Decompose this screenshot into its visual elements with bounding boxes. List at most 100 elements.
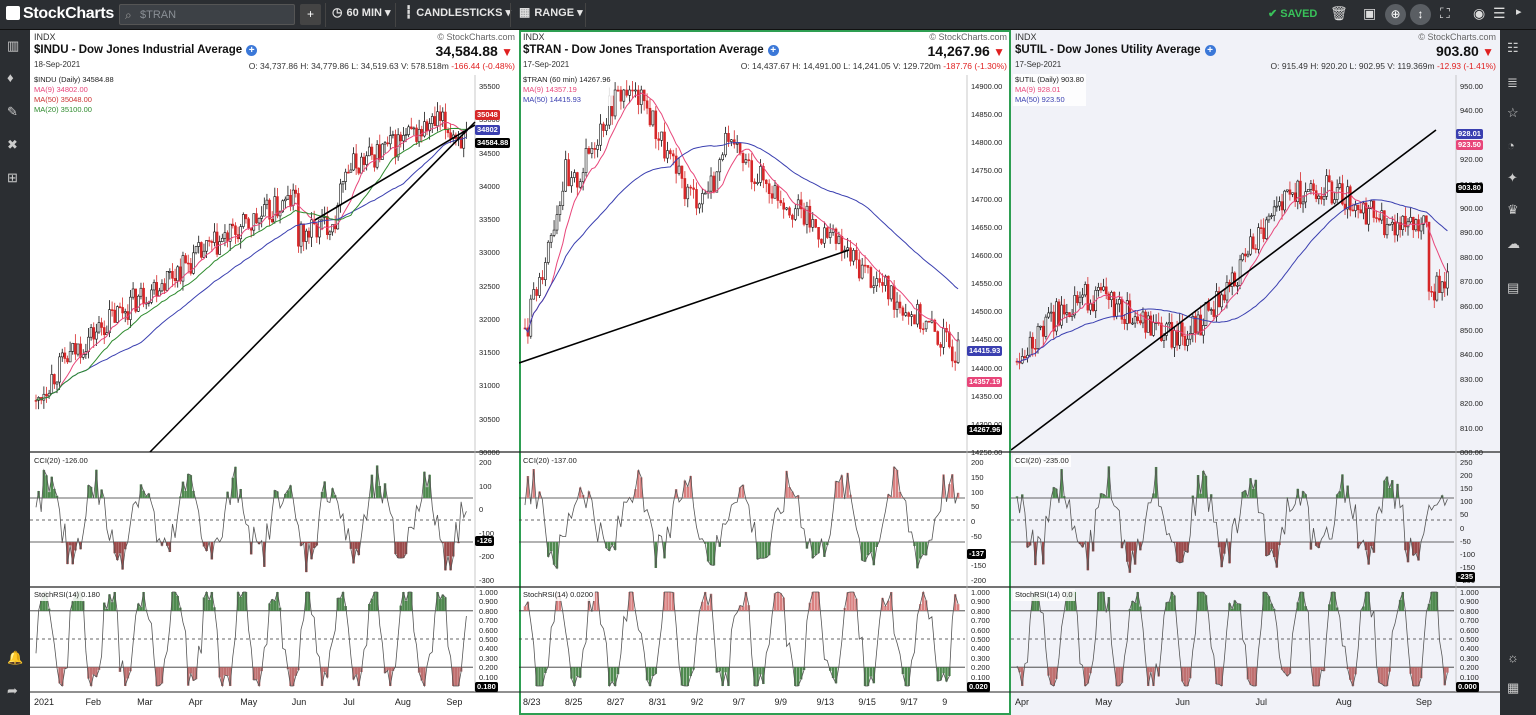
rsi-tick-label: 0.600 xyxy=(971,625,990,635)
candle xyxy=(1262,218,1265,243)
candle xyxy=(532,282,536,300)
candle xyxy=(34,394,38,410)
x-tick-label: Jul xyxy=(343,697,355,707)
candle xyxy=(236,226,240,243)
symbol-search-input[interactable]: ⌕ $TRAN xyxy=(119,4,295,25)
chart-tran[interactable]: INDX © StockCharts.com $TRAN - Dow Jones T… xyxy=(519,30,1011,715)
trendline[interactable] xyxy=(1011,129,1437,451)
trendline[interactable] xyxy=(314,124,476,221)
menu-icon[interactable]: ☰ xyxy=(1493,5,1506,21)
doc-icon[interactable]: ▤ xyxy=(1507,280,1520,295)
list-icon[interactable]: ≣ xyxy=(1507,75,1518,90)
candle xyxy=(1023,349,1027,361)
bulb-icon[interactable]: ☼ xyxy=(1507,650,1519,665)
candle xyxy=(45,386,48,403)
stochrsi-line xyxy=(1016,591,1448,688)
candle xyxy=(186,254,190,274)
crosshair-icon[interactable]: ⊕ xyxy=(1385,4,1406,25)
range-dropdown[interactable]: ▦ RANGE ▾ xyxy=(519,5,583,19)
legend-item: $INDU (Daily) 34584.88 xyxy=(34,75,114,84)
y-tick-label: 860.00 xyxy=(1460,301,1483,311)
candle xyxy=(165,271,169,292)
candle xyxy=(84,343,88,359)
stochrsi-line xyxy=(35,590,467,688)
cci-tick-label: -150 xyxy=(1460,562,1476,572)
ma-fast-line xyxy=(1016,189,1448,363)
candle xyxy=(869,265,873,289)
stockcharts-logo[interactable]: StockCharts xyxy=(6,5,114,23)
candle xyxy=(1107,291,1111,309)
candle xyxy=(1199,305,1202,336)
candle xyxy=(875,271,879,292)
trendline[interactable] xyxy=(149,121,476,453)
user-icon[interactable]: ◉ xyxy=(1473,5,1486,21)
candle xyxy=(346,164,350,174)
chart-date: 17-Sep-2021 xyxy=(1015,60,1062,69)
chart-tool-icon[interactable]: ▥ xyxy=(7,38,20,53)
price-plot[interactable] xyxy=(1011,30,1500,715)
sliders-icon[interactable]: ☷ xyxy=(1507,40,1519,55)
scan-icon[interactable]: ✦ xyxy=(1507,170,1518,185)
trophy-icon[interactable]: ♛ xyxy=(1507,202,1519,217)
cloud-icon[interactable]: ☁ xyxy=(1507,236,1520,251)
candle xyxy=(619,86,623,110)
candle xyxy=(171,263,174,287)
price-legend: $TRAN (60 min) 14267.96 MA(9) 14357.19 MA(… xyxy=(521,74,613,106)
saved-status[interactable]: ✔ SAVED xyxy=(1268,8,1318,20)
candle xyxy=(660,131,663,147)
calc-icon[interactable]: ▦ xyxy=(1507,680,1520,695)
candle xyxy=(297,187,300,253)
candle xyxy=(706,181,710,199)
snapshot-icon[interactable]: ▣ xyxy=(1363,5,1377,21)
chart-type-dropdown[interactable]: ┇ CANDLESTICKS ▾ xyxy=(405,5,511,19)
candle xyxy=(782,197,785,219)
star-icon[interactable]: ☆ xyxy=(1507,105,1519,120)
candle xyxy=(97,315,101,334)
candle xyxy=(817,227,820,248)
period-dropdown[interactable]: ◷ 60 MIN ▾ xyxy=(332,5,391,19)
candle xyxy=(698,202,701,214)
candle xyxy=(1272,200,1276,222)
candle xyxy=(555,205,559,235)
chart-indu[interactable]: INDX © StockCharts.com $INDU - Dow Jones I… xyxy=(30,30,519,715)
candle xyxy=(1020,348,1024,365)
last-price: 14,267.96 ▼ xyxy=(927,43,1005,59)
candle xyxy=(388,126,392,150)
add-icon[interactable]: + xyxy=(1204,45,1216,56)
candle xyxy=(260,206,263,228)
tools-icon[interactable]: ✖ xyxy=(7,137,18,152)
layout-icon[interactable]: ⊞ xyxy=(7,170,18,185)
candle xyxy=(155,275,159,303)
candle xyxy=(1036,323,1040,354)
chart-util[interactable]: INDX © StockCharts.com $UTIL - Dow Jones U… xyxy=(1011,30,1500,715)
candle xyxy=(375,140,379,170)
sync-icon[interactable]: ↕ xyxy=(1410,4,1431,25)
price-legend: $UTIL (Daily) 903.80 MA(9) 928.01 MA(50) 9… xyxy=(1013,74,1086,106)
candle xyxy=(221,233,224,243)
draw-icon[interactable]: ✎ xyxy=(7,104,18,119)
candle xyxy=(1317,193,1321,205)
paint-icon[interactable]: ♦ xyxy=(7,70,14,85)
add-icon[interactable]: + xyxy=(246,45,258,56)
add-icon[interactable]: + xyxy=(767,45,779,56)
add-chart-button[interactable]: + xyxy=(300,4,321,25)
candle xyxy=(1377,213,1381,223)
candle xyxy=(910,311,913,327)
candle xyxy=(244,214,248,224)
trendline[interactable] xyxy=(519,249,850,364)
candle xyxy=(1086,277,1090,314)
x-tick-label: Aug xyxy=(394,697,411,707)
price-plot[interactable] xyxy=(30,30,519,715)
rsi-tick-label: 0.100 xyxy=(971,672,990,682)
fullscreen-icon[interactable]: ⛶ xyxy=(1440,5,1450,21)
cci-line xyxy=(1016,466,1448,573)
trash-icon[interactable]: 🗑 xyxy=(1330,5,1348,21)
more-icon[interactable]: ▸ xyxy=(1516,6,1522,18)
alert-icon[interactable]: 🔔 xyxy=(7,650,24,665)
candle xyxy=(263,197,266,217)
rsi-tick-label: 0.800 xyxy=(479,606,498,616)
share-icon[interactable]: ➦ xyxy=(7,683,18,698)
pie-icon[interactable]: ◔ xyxy=(1507,138,1515,153)
price-plot[interactable] xyxy=(519,30,1011,715)
y-tick-label: 880.00 xyxy=(1460,252,1483,262)
